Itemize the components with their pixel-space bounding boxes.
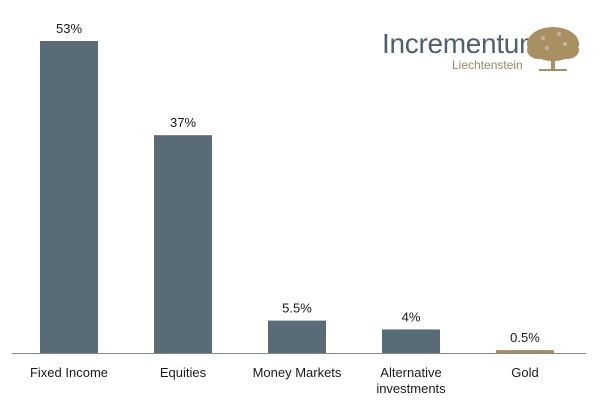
value-label-0: 53% — [56, 21, 82, 36]
value-labels-group: 53% 37% 5.5% 4% 0.5% — [56, 21, 540, 345]
brand-name: Incrementum — [382, 28, 543, 59]
bar-3 — [382, 329, 440, 353]
category-label-3-line-1: investments — [376, 381, 446, 396]
category-label-3-line-0: Alternative — [380, 365, 441, 380]
bar-0 — [40, 41, 98, 353]
bar-1 — [154, 135, 212, 353]
bar-4 — [496, 350, 554, 353]
tree-logo-icon — [527, 27, 579, 71]
value-label-3: 4% — [402, 309, 421, 324]
value-label-4: 0.5% — [510, 330, 540, 345]
bars-group — [40, 41, 554, 353]
bar-2 — [268, 320, 326, 353]
category-label-1: Equities — [160, 365, 207, 380]
brand-logo: Incrementum Liechtenstein — [382, 28, 582, 78]
category-label-2: Money Markets — [253, 365, 342, 380]
value-label-1: 37% — [170, 115, 196, 130]
category-label-0: Fixed Income — [30, 365, 108, 380]
category-label-4: Gold — [511, 365, 538, 380]
category-labels-group: Fixed Income Equities Money Markets Alterna… — [30, 365, 539, 396]
brand-subtitle: Liechtenstein — [452, 58, 523, 72]
value-label-2: 5.5% — [282, 301, 312, 316]
